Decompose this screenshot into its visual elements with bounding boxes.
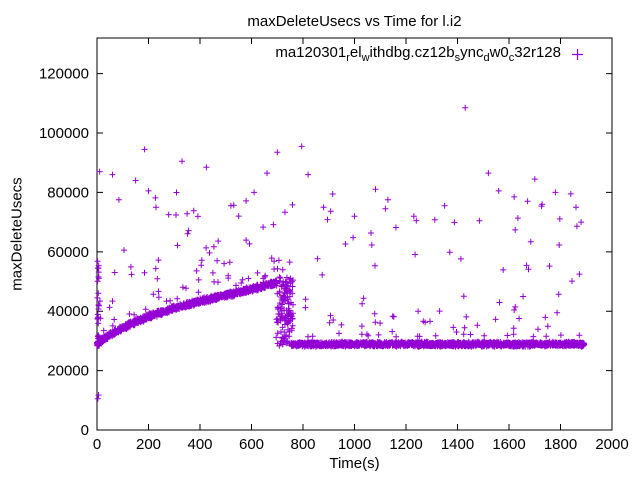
y-axis-label: maxDeleteUsecs (8, 177, 26, 291)
svg-text:1200: 1200 (389, 436, 422, 453)
svg-text:2000: 2000 (595, 436, 628, 453)
svg-text:0: 0 (93, 436, 101, 453)
legend-plus-marker-icon (572, 48, 583, 60)
svg-text:400: 400 (187, 436, 212, 453)
svg-text:200: 200 (136, 436, 161, 453)
svg-text:20000: 20000 (47, 363, 89, 380)
svg-text:600: 600 (239, 436, 264, 453)
svg-text:0: 0 (81, 422, 89, 439)
chart-title: maxDeleteUsecs vs Time for l.i2 (247, 13, 462, 30)
legend: ma120301relwithdbg.cz12bsyncdw0c32r128 (275, 44, 584, 64)
svg-text:80000: 80000 (47, 184, 89, 201)
legend-label: ma120301relwithdbg.cz12bsyncdw0c32r128 (275, 44, 561, 64)
svg-text:40000: 40000 (47, 303, 89, 320)
svg-text:1400: 1400 (441, 436, 474, 453)
svg-text:120000: 120000 (39, 66, 89, 83)
svg-text:1800: 1800 (544, 436, 577, 453)
svg-text:1000: 1000 (338, 436, 371, 453)
svg-text:60000: 60000 (47, 244, 89, 261)
svg-text:800: 800 (290, 436, 315, 453)
svg-text:1600: 1600 (492, 436, 525, 453)
svg-text:100000: 100000 (39, 125, 89, 142)
x-axis-label: Time(s) (329, 455, 380, 472)
